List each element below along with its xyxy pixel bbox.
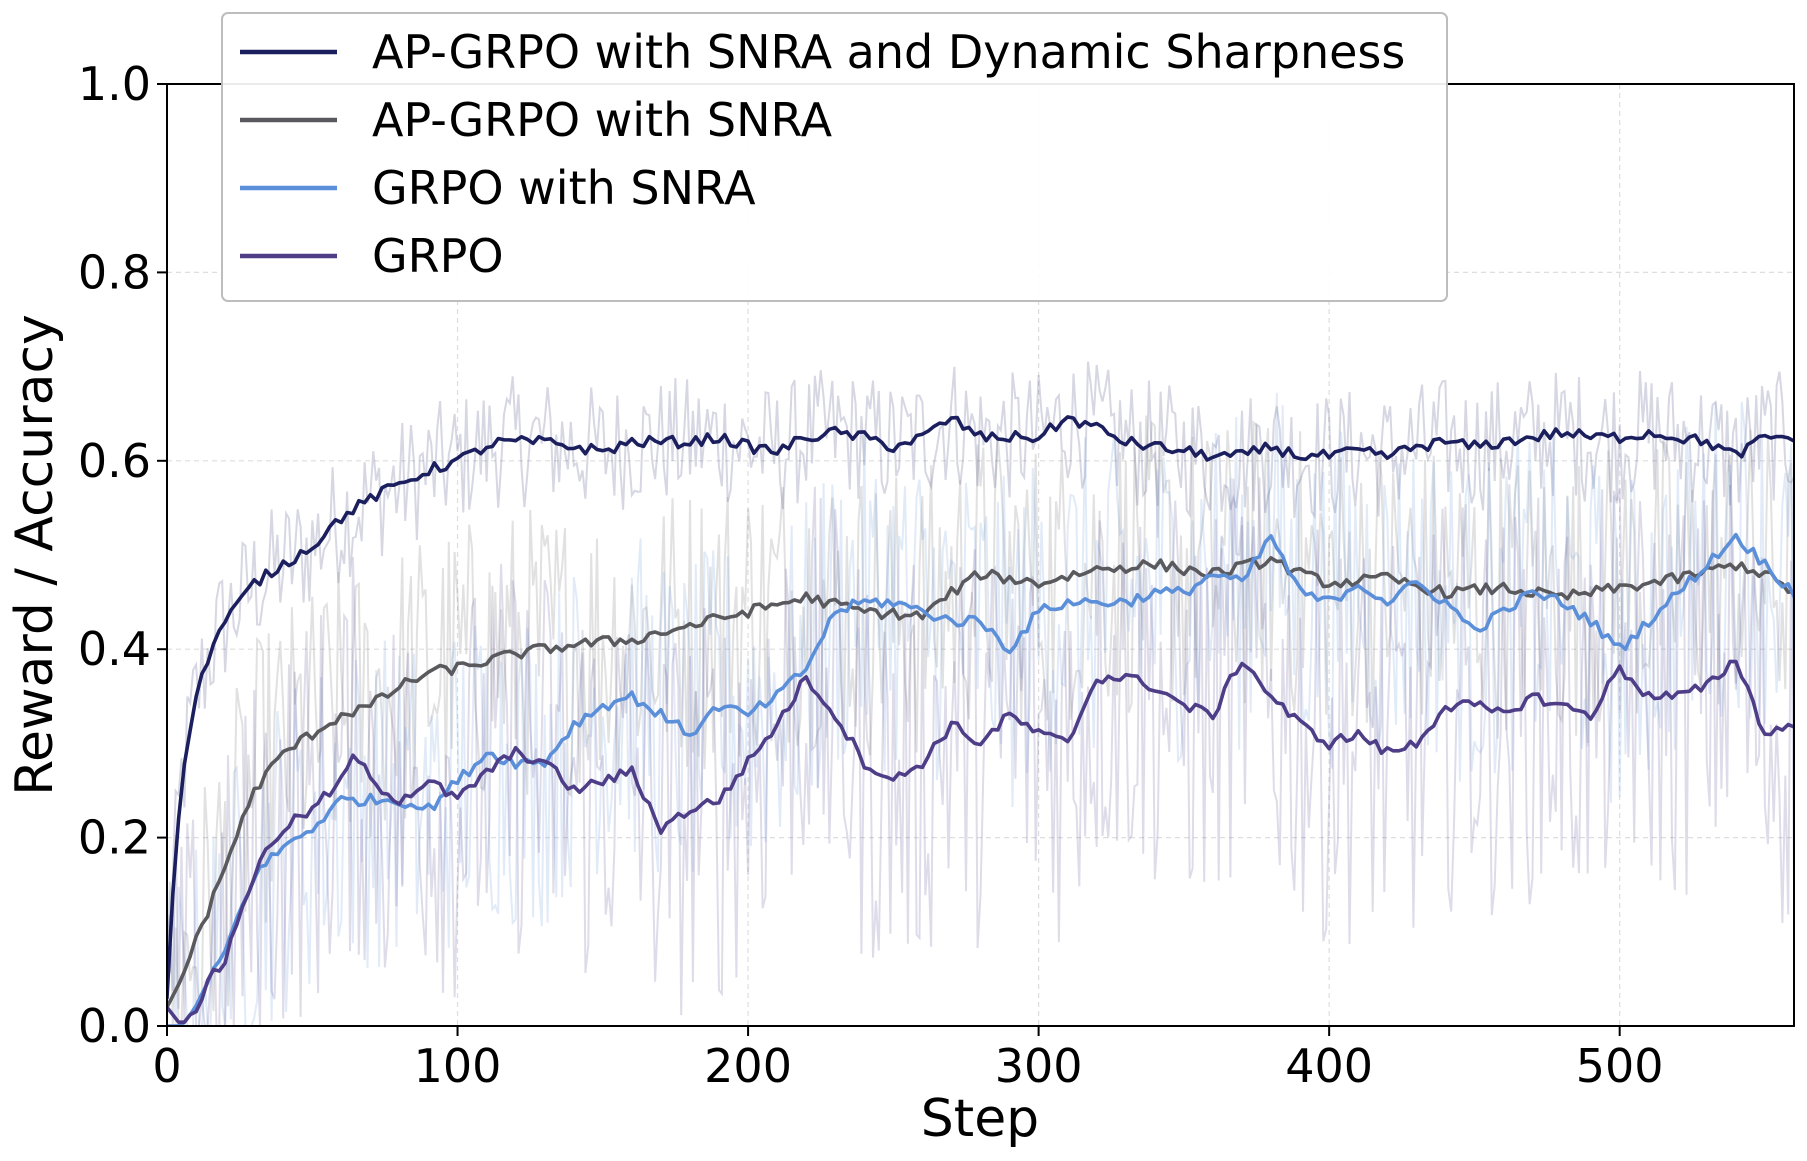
y-tick-label: 1.0	[78, 57, 151, 111]
raw-traces	[167, 361, 1794, 1026]
x-axis-title: Step	[921, 1089, 1039, 1149]
y-tick-label: 0.6	[78, 434, 151, 488]
series-line-2	[167, 556, 1794, 1009]
x-tick-label: 400	[1285, 1039, 1373, 1093]
legend-label-3: GRPO with SNRA	[372, 161, 756, 215]
raw-trace	[167, 361, 1794, 978]
raw-trace	[167, 392, 1794, 1026]
y-tick-label: 0.4	[78, 622, 151, 676]
y-tick-label: 0.8	[78, 245, 151, 299]
x-tick-label: 500	[1576, 1039, 1664, 1093]
x-tick-label: 200	[704, 1039, 792, 1093]
legend-label-4: GRPO	[372, 229, 504, 283]
legend-label-1: AP-GRPO with SNRA and Dynamic Sharpness	[372, 25, 1405, 79]
y-tick-label: 0.2	[78, 811, 151, 865]
y-tick-label: 0.0	[78, 999, 151, 1053]
x-tick-label: 300	[995, 1039, 1083, 1093]
series-line-1	[167, 415, 1794, 1000]
legend-box	[221, 12, 1448, 302]
x-axis-ticks: 0 100 200 300 400 500	[152, 1026, 1664, 1093]
legend: AP-GRPO with SNRA and Dynamic Sharpness A…	[221, 12, 1448, 302]
raw-trace	[167, 415, 1794, 1026]
y-axis-title: Reward / Accuracy	[5, 314, 65, 796]
series-lines	[167, 415, 1794, 1026]
series-line-3	[167, 532, 1794, 1026]
legend-label-2: AP-GRPO with SNRA	[372, 93, 833, 147]
raw-trace	[167, 477, 1794, 1026]
series-line-4	[167, 659, 1794, 1024]
y-axis-ticks: 0.0 0.2 0.4 0.6 0.8 1.0	[78, 57, 167, 1053]
x-tick-label: 0	[152, 1039, 181, 1093]
x-tick-label: 100	[414, 1039, 502, 1093]
